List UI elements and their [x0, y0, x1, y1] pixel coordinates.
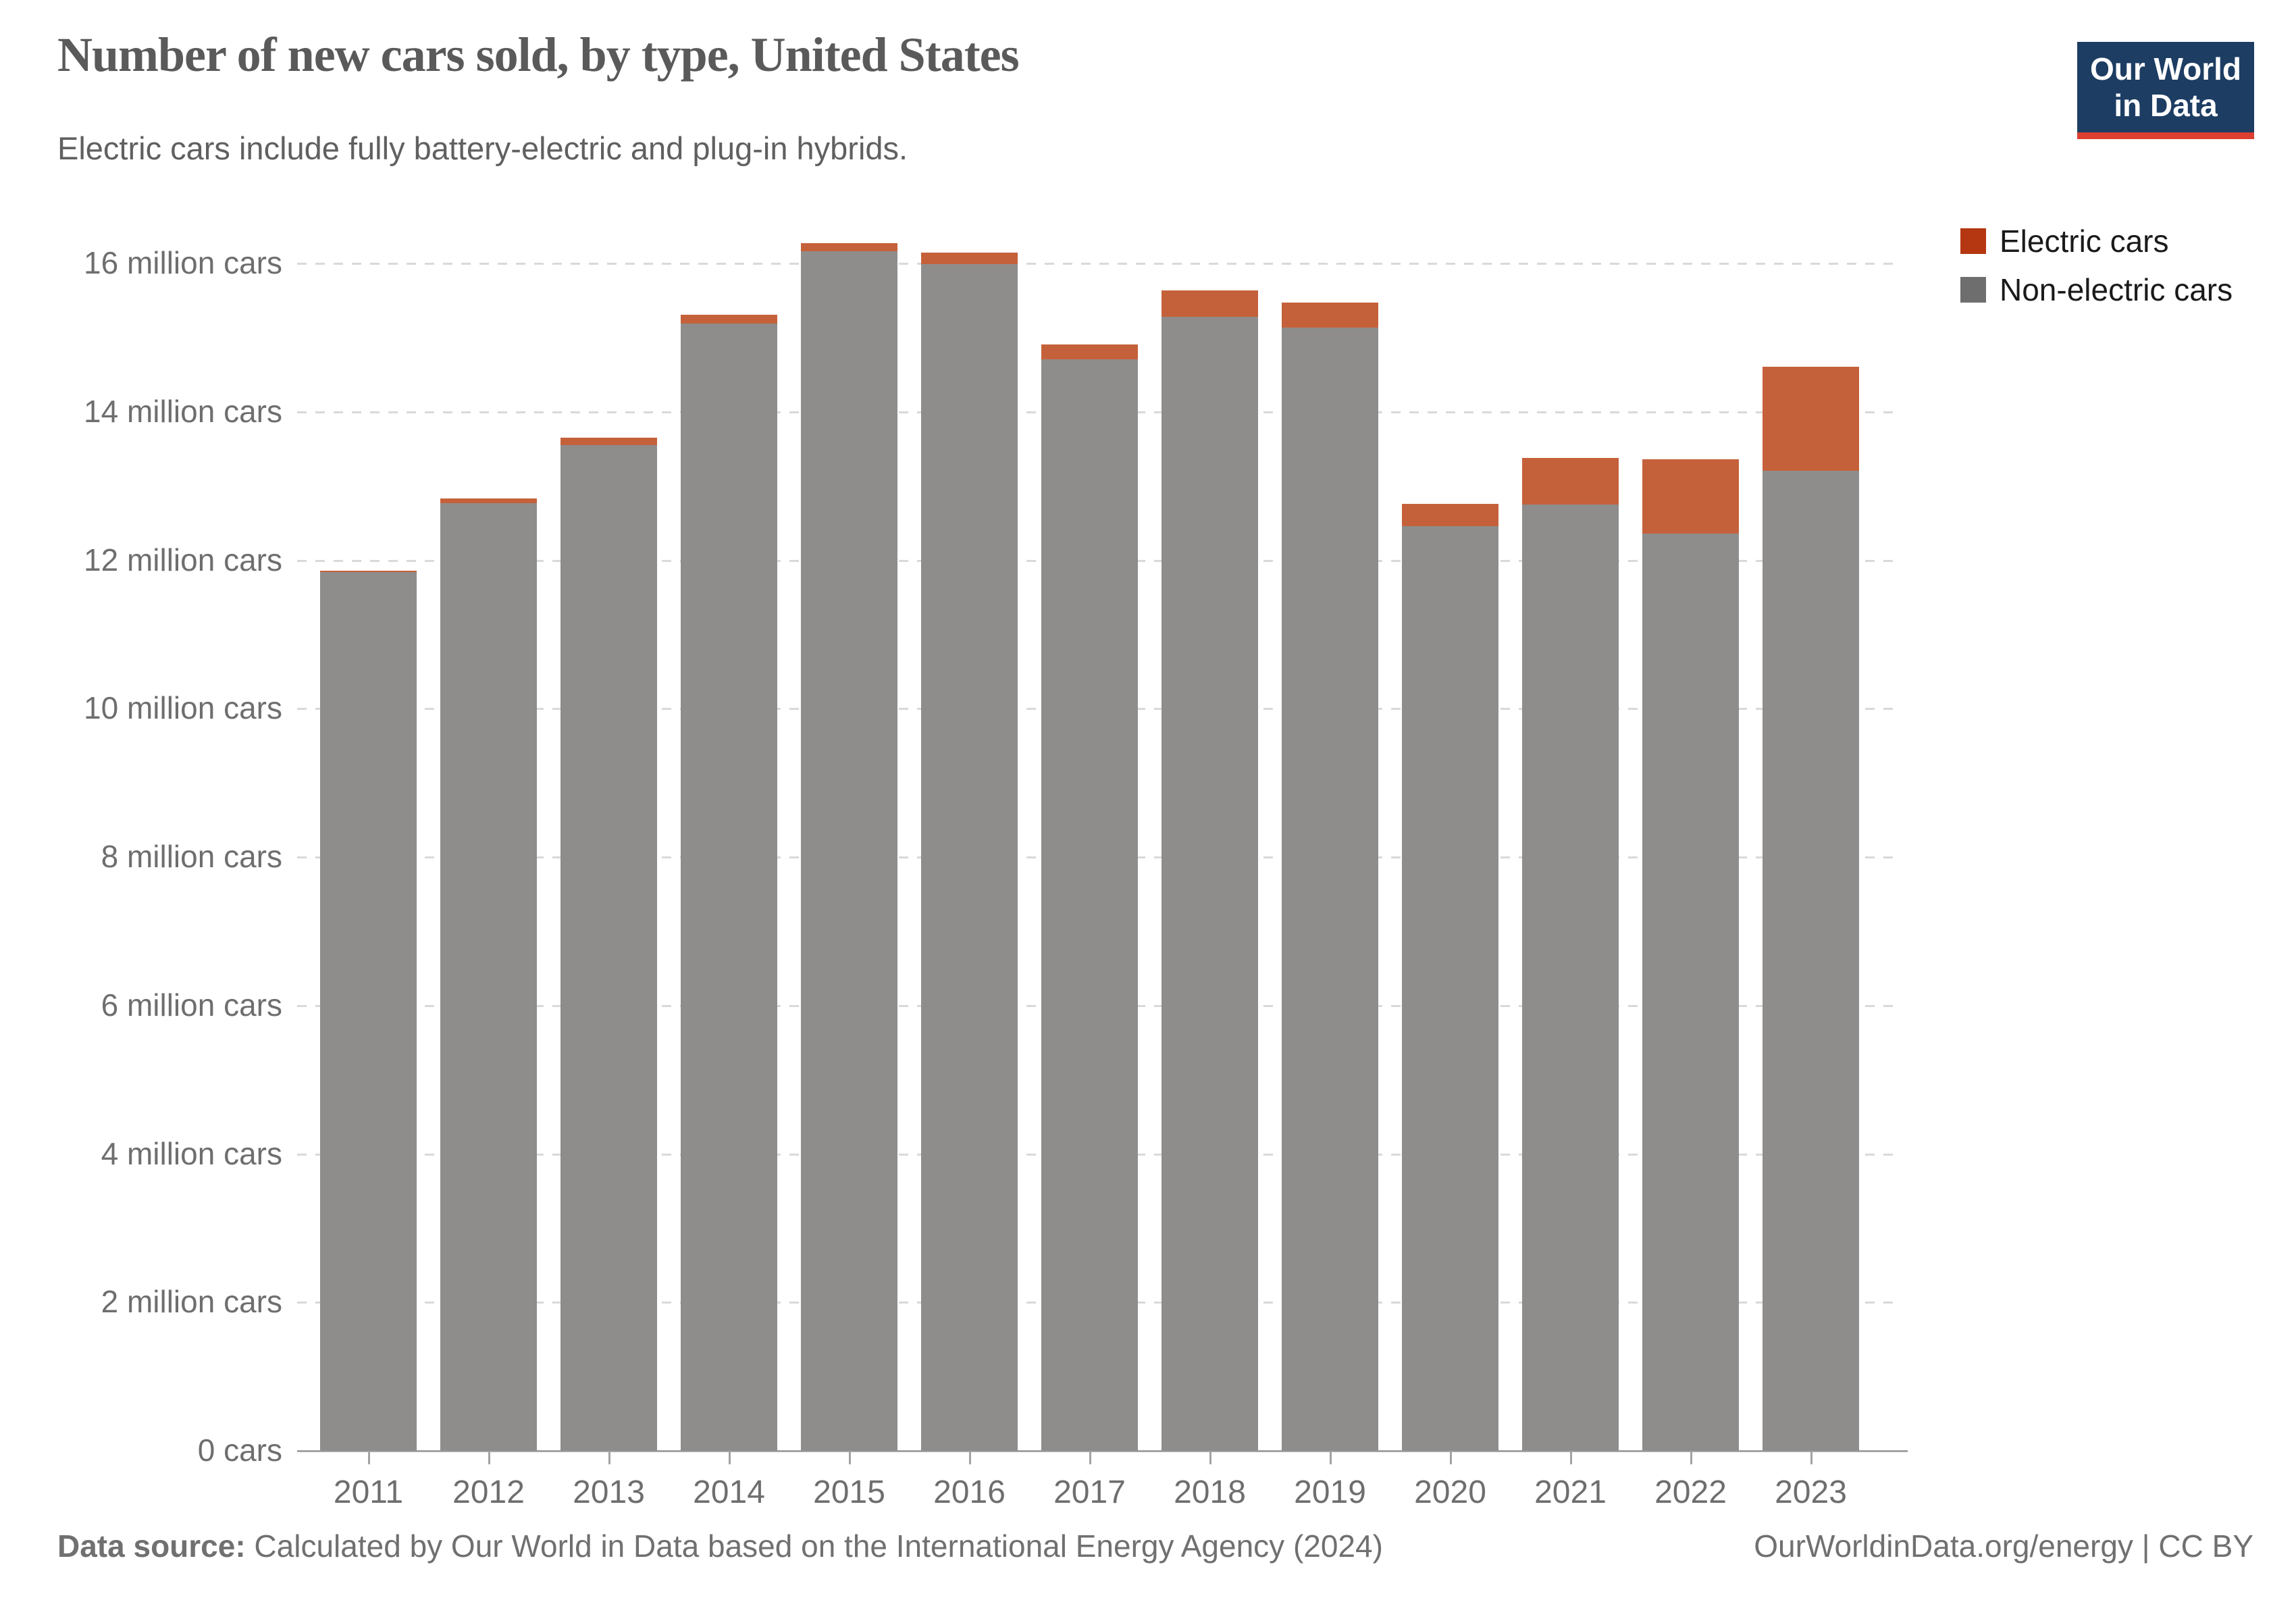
legend-item-electric-cars[interactable]: Electric cars [1960, 226, 2233, 257]
bar-segment-non-electric-2011[interactable] [320, 572, 417, 1451]
x-tick-2012 [488, 1451, 490, 1464]
bar-segment-electric-2013[interactable] [560, 438, 657, 446]
bar-segment-electric-2015[interactable] [801, 243, 897, 252]
bar-segment-electric-2023[interactable] [1763, 366, 1859, 471]
legend-label-electric-cars: Electric cars [2000, 224, 2169, 259]
y-tick-label-4: 4 million cars [101, 1135, 282, 1171]
bar-2017[interactable] [1041, 344, 1138, 1451]
x-tick-2020 [1449, 1451, 1452, 1464]
bar-segment-electric-2014[interactable] [681, 314, 777, 324]
bar-segment-non-electric-2014[interactable] [681, 324, 777, 1451]
x-axis-line [297, 1450, 1908, 1452]
bar-segment-non-electric-2018[interactable] [1162, 317, 1258, 1451]
owid-logo-line1: Our World [2089, 51, 2242, 86]
bar-segment-non-electric-2022[interactable] [1642, 533, 1739, 1451]
legend-item-non-electric-cars[interactable]: Non-electric cars [1960, 274, 2233, 305]
x-tick-2022 [1690, 1451, 1692, 1464]
y-tick-label-6: 6 million cars [101, 987, 282, 1023]
y-tick-label-16: 16 million cars [84, 245, 282, 280]
x-tick-2014 [728, 1451, 731, 1464]
x-tick-label-2020: 2020 [1414, 1474, 1486, 1510]
bar-segment-electric-2020[interactable] [1402, 504, 1498, 526]
x-tick-label-2016: 2016 [933, 1474, 1006, 1510]
legend: Electric cars Non-electric cars [1960, 226, 2233, 323]
bar-segment-non-electric-2019[interactable] [1282, 327, 1378, 1451]
bar-2023[interactable] [1763, 366, 1859, 1451]
x-tick-2015 [848, 1451, 851, 1464]
page-title: Number of new cars sold, by type, United… [57, 28, 1020, 82]
x-tick-2011 [367, 1451, 370, 1464]
x-tick-2016 [968, 1451, 971, 1464]
bar-segment-non-electric-2023[interactable] [1763, 470, 1859, 1451]
bar-segment-non-electric-2020[interactable] [1402, 525, 1498, 1451]
x-tick-2017 [1089, 1451, 1091, 1464]
x-tick-2023 [1810, 1451, 1812, 1464]
bar-segment-electric-2022[interactable] [1642, 459, 1739, 534]
x-tick-2018 [1209, 1451, 1211, 1464]
bar-segment-electric-2011[interactable] [320, 570, 417, 573]
x-tick-2019 [1329, 1451, 1332, 1464]
bar-2013[interactable] [560, 438, 657, 1451]
bar-segment-electric-2019[interactable] [1282, 303, 1378, 328]
x-tick-label-2017: 2017 [1053, 1474, 1126, 1510]
x-tick-label-2011: 2011 [333, 1474, 404, 1510]
footer-source: Data source: Calculated by Our World in … [57, 1528, 1383, 1564]
bar-2021[interactable] [1522, 457, 1619, 1451]
bar-2015[interactable] [801, 243, 897, 1451]
gridline-16m [297, 263, 1899, 265]
bar-2011[interactable] [320, 570, 417, 1451]
bar-2019[interactable] [1282, 303, 1378, 1451]
plot-area [297, 243, 1908, 1452]
bar-segment-electric-2017[interactable] [1041, 344, 1138, 359]
bar-2020[interactable] [1402, 504, 1498, 1451]
x-tick-label-2021: 2021 [1534, 1474, 1607, 1510]
bar-segment-non-electric-2015[interactable] [801, 251, 897, 1451]
y-tick-label-8: 8 million cars [101, 839, 282, 874]
legend-label-non-electric-cars: Non-electric cars [2000, 272, 2233, 307]
footer-source-text: Calculated by Our World in Data based on… [245, 1528, 1383, 1564]
bar-segment-electric-2018[interactable] [1162, 290, 1258, 317]
bar-2012[interactable] [440, 498, 537, 1451]
x-tick-label-2022: 2022 [1654, 1474, 1727, 1510]
y-tick-label-2: 2 million cars [101, 1284, 282, 1320]
footer-source-label: Data source: [57, 1528, 246, 1564]
x-tick-label-2014: 2014 [693, 1474, 765, 1510]
x-tick-label-2015: 2015 [813, 1474, 885, 1510]
y-tick-label-0: 0 cars [197, 1433, 282, 1468]
bar-segment-electric-2016[interactable] [921, 252, 1018, 265]
x-tick-2021 [1569, 1451, 1572, 1464]
bar-segment-non-electric-2013[interactable] [560, 445, 657, 1451]
bar-segment-electric-2021[interactable] [1522, 457, 1619, 505]
footer-license[interactable]: OurWorldinData.org/energy | CC BY [1754, 1528, 2253, 1564]
y-tick-label-10: 10 million cars [84, 690, 282, 726]
bar-2014[interactable] [681, 314, 777, 1451]
bar-segment-non-electric-2017[interactable] [1041, 359, 1138, 1451]
x-tick-label-2023: 2023 [1775, 1474, 1847, 1510]
legend-swatch-electric-cars [1960, 228, 1986, 254]
x-tick-label-2013: 2013 [573, 1474, 645, 1510]
bar-2018[interactable] [1162, 290, 1258, 1451]
x-tick-2013 [608, 1451, 610, 1464]
bar-segment-non-electric-2016[interactable] [921, 264, 1018, 1451]
x-tick-label-2012: 2012 [452, 1474, 525, 1510]
chart-subtitle: Electric cars include fully battery-elec… [57, 130, 908, 166]
bar-segment-electric-2012[interactable] [440, 498, 537, 503]
y-tick-label-14: 14 million cars [84, 393, 282, 429]
owid-logo-line2: in Data [2114, 88, 2218, 123]
bar-segment-non-electric-2021[interactable] [1522, 505, 1619, 1451]
x-tick-label-2018: 2018 [1174, 1474, 1246, 1510]
legend-swatch-non-electric-cars [1960, 277, 1986, 303]
y-tick-label-12: 12 million cars [84, 542, 282, 577]
owid-logo: Our World in Data [2077, 42, 2254, 139]
bar-segment-non-electric-2012[interactable] [440, 503, 537, 1451]
x-tick-label-2019: 2019 [1294, 1474, 1366, 1510]
bar-2022[interactable] [1642, 459, 1739, 1451]
bar-2016[interactable] [921, 252, 1018, 1451]
